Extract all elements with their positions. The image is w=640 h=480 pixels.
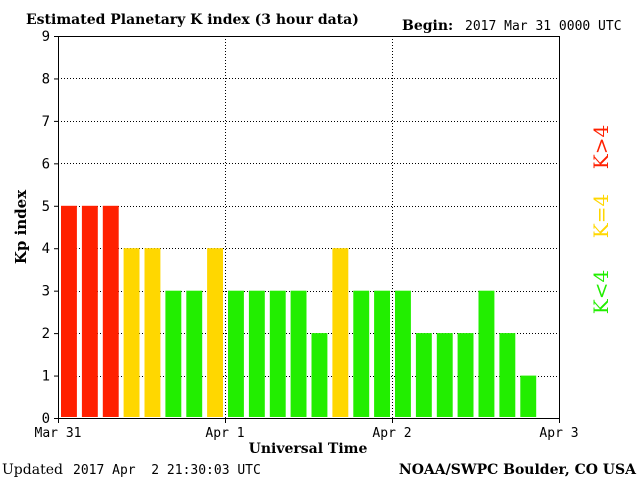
begin-label: Begin:	[402, 18, 453, 34]
kp-bar	[165, 290, 182, 417]
y-axis-label: Kp index	[12, 189, 30, 264]
begin-value: 2017 Mar 31 0000 UTC	[465, 19, 622, 34]
plot-frame	[58, 36, 560, 419]
kp-bar	[290, 290, 307, 417]
x-tick-label: Apr 1	[205, 426, 244, 441]
kp-bar	[186, 290, 203, 417]
y-tick-label: 2	[42, 326, 50, 342]
y-tick-label: 6	[42, 156, 50, 172]
kp-bar	[395, 290, 411, 417]
y-tick-label: 9	[42, 29, 50, 45]
legend-low: K<4	[589, 270, 613, 314]
kp-bar	[248, 290, 265, 417]
y-tick-label: 1	[42, 369, 50, 385]
kp-bar	[478, 290, 495, 417]
y-tick-label: 5	[42, 199, 50, 215]
updated-label: Updated	[2, 462, 63, 478]
y-tick-label: 8	[42, 71, 50, 87]
x-axis-label: Universal Time	[249, 441, 368, 457]
kp-bar	[311, 333, 328, 417]
x-tick-label: Apr 3	[539, 426, 578, 441]
x-tick-label: Mar 31	[35, 426, 82, 441]
kp-bar	[353, 290, 370, 417]
kp-bar	[207, 248, 223, 417]
kp-bar	[332, 248, 349, 417]
kp-bar	[457, 333, 474, 417]
kp-bar	[81, 205, 98, 417]
kp-bar	[374, 290, 390, 417]
kp-bar	[61, 205, 77, 417]
legend-equal: K=4	[589, 194, 613, 238]
kp-bar	[499, 333, 516, 417]
kp-bar	[415, 333, 432, 417]
chart-title: Estimated Planetary K index (3 hour data…	[26, 12, 359, 28]
y-tick-label: 0	[42, 411, 50, 427]
kp-bar	[436, 333, 453, 417]
kp-bar	[520, 375, 537, 417]
legend-high: K>4	[589, 125, 613, 169]
plot-area: 0 1 2 3 4 5 6 7 8 9 Mar 31 Apr 1 Apr 2 Apr 3	[35, 29, 579, 441]
updated-value: 2017 Apr 2 21:30:03 UTC	[73, 463, 261, 478]
kp-bar	[144, 248, 161, 417]
y-tick-label: 7	[42, 114, 50, 130]
kp-bar	[102, 205, 119, 417]
kp-bar	[123, 248, 140, 417]
y-tick-label: 3	[42, 284, 50, 300]
kp-bar	[269, 290, 286, 417]
y-tick-label: 4	[42, 241, 50, 257]
kp-bar	[228, 290, 244, 417]
x-tick-label: Apr 2	[372, 426, 411, 441]
source-credit: NOAA/SWPC Boulder, CO USA	[399, 462, 637, 478]
